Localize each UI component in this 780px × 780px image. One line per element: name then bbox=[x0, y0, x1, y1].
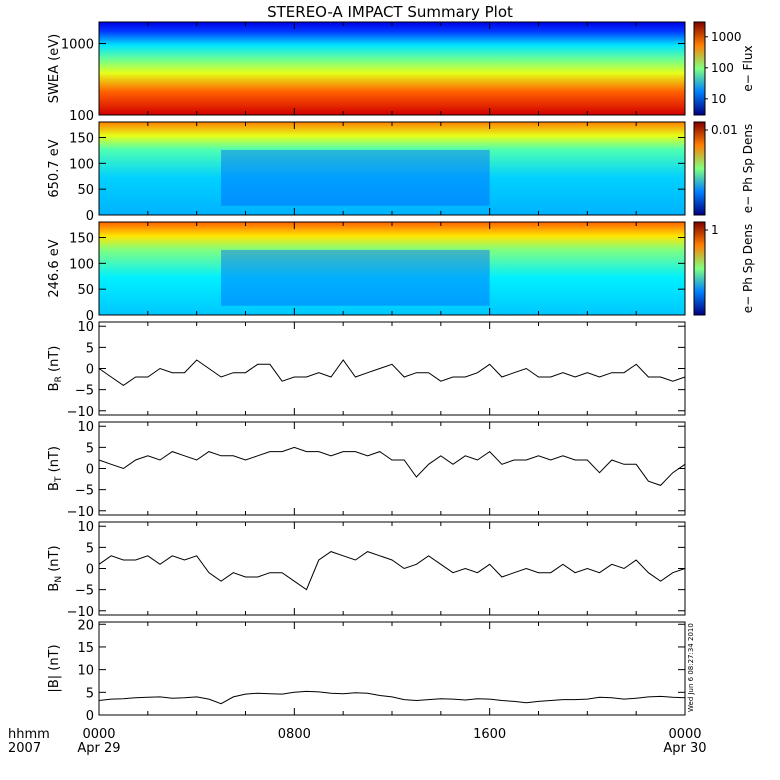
series-line bbox=[98, 690, 686, 705]
y-tick-label: −5 bbox=[75, 484, 94, 499]
colorbar-label: e− Flux bbox=[741, 45, 755, 91]
y-axis-label: BT (nT) bbox=[47, 446, 64, 491]
time-tick-label: 0800 bbox=[278, 727, 311, 742]
time-year-label: 2007 bbox=[8, 741, 41, 756]
panel-7: 20 15 10 5 0 |B| (nT) bbox=[47, 618, 686, 724]
y-tick-label: 150 bbox=[69, 232, 94, 247]
y-tick-label: 0 bbox=[86, 463, 94, 478]
plot-title: STEREO-A IMPACT Summary Plot bbox=[267, 3, 513, 21]
y-tick-label: 5 bbox=[86, 341, 94, 356]
y-tick-label: 50 bbox=[77, 283, 94, 298]
time-date-label: Apr 30 bbox=[663, 741, 706, 756]
colorbar bbox=[693, 221, 706, 316]
y-tick-label: 20 bbox=[77, 618, 94, 633]
y-tick-label: 0 bbox=[86, 309, 94, 324]
y-tick-label: 0 bbox=[86, 563, 94, 578]
series-line bbox=[98, 359, 686, 387]
time-tick-label: 0000 bbox=[82, 727, 115, 742]
panel-2: 0.01 e− Ph Sp Dens 150 100 50 0 650.7 eV bbox=[47, 121, 755, 224]
colorbar-tick-label: 1000 bbox=[711, 30, 742, 44]
y-tick-label: 100 bbox=[69, 109, 94, 124]
y-axis-label: SWEA (eV) bbox=[47, 34, 62, 103]
y-tick-label: 10 bbox=[77, 520, 94, 535]
spectrogram-fill bbox=[99, 22, 685, 115]
spectrogram-fill bbox=[99, 122, 685, 215]
y-tick-label: −10 bbox=[67, 605, 94, 620]
y-tick-label: 50 bbox=[77, 183, 94, 198]
y-tick-label: −5 bbox=[75, 384, 94, 399]
colorbar-tick-label: 1 bbox=[711, 223, 719, 237]
y-tick-label: 0 bbox=[86, 209, 94, 224]
y-tick-label: 5 bbox=[86, 441, 94, 456]
colorbar bbox=[693, 121, 706, 216]
time-unit-label: hhmm bbox=[8, 727, 50, 742]
y-tick-label: 0 bbox=[86, 363, 94, 378]
time-tick-label: 0000 bbox=[668, 727, 701, 742]
colorbar-tick-label: 0.01 bbox=[711, 123, 738, 137]
y-tick-label: 150 bbox=[69, 132, 94, 147]
colorbar-tick-label: 10 bbox=[711, 92, 726, 106]
colorbar bbox=[693, 21, 706, 116]
series-line bbox=[98, 551, 686, 591]
y-tick-label: −10 bbox=[67, 505, 94, 520]
y-tick-label: −5 bbox=[75, 584, 94, 599]
depletion-region bbox=[221, 249, 490, 306]
colorbar-tick-label: 100 bbox=[711, 61, 734, 75]
y-tick-label: 10 bbox=[77, 664, 94, 679]
y-tick-label: 10 bbox=[77, 320, 94, 335]
time-tick-label: 1600 bbox=[473, 727, 506, 742]
y-tick-label: 1000 bbox=[61, 38, 94, 53]
colorbar-label: e− Ph Sp Dens bbox=[741, 224, 755, 313]
y-tick-label: −10 bbox=[67, 405, 94, 420]
y-tick-label: 100 bbox=[69, 157, 94, 172]
y-axis-label: |B| (nT) bbox=[47, 644, 62, 692]
spectrogram-fill bbox=[99, 222, 685, 315]
y-tick-label: 5 bbox=[86, 686, 94, 701]
y-axis-label: BN (nT) bbox=[47, 545, 64, 591]
y-axis-label: 246.6 eV bbox=[47, 239, 62, 297]
y-tick-label: 100 bbox=[69, 257, 94, 272]
panel-frame bbox=[98, 321, 686, 416]
timestamp-label: Wed Jun 6 08:27:34 2010 bbox=[687, 623, 695, 712]
panel-3: 1 e− Ph Sp Dens 150 100 50 0 246.6 eV bbox=[47, 221, 755, 324]
colorbar-label: e− Ph Sp Dens bbox=[741, 124, 755, 213]
y-tick-label: 10 bbox=[77, 420, 94, 435]
y-axis-label: BR (nT) bbox=[47, 346, 64, 392]
y-axis-label: 650.7 eV bbox=[47, 139, 62, 197]
panel-frame bbox=[98, 621, 686, 716]
y-tick-label: 15 bbox=[77, 641, 94, 656]
time-date-label: Apr 29 bbox=[77, 741, 120, 756]
panel-frame bbox=[98, 521, 686, 616]
depletion-region bbox=[221, 149, 490, 206]
y-tick-label: 5 bbox=[86, 541, 94, 556]
y-tick-label: 0 bbox=[86, 709, 94, 724]
series-line bbox=[98, 446, 686, 486]
panel-frame bbox=[98, 421, 686, 516]
